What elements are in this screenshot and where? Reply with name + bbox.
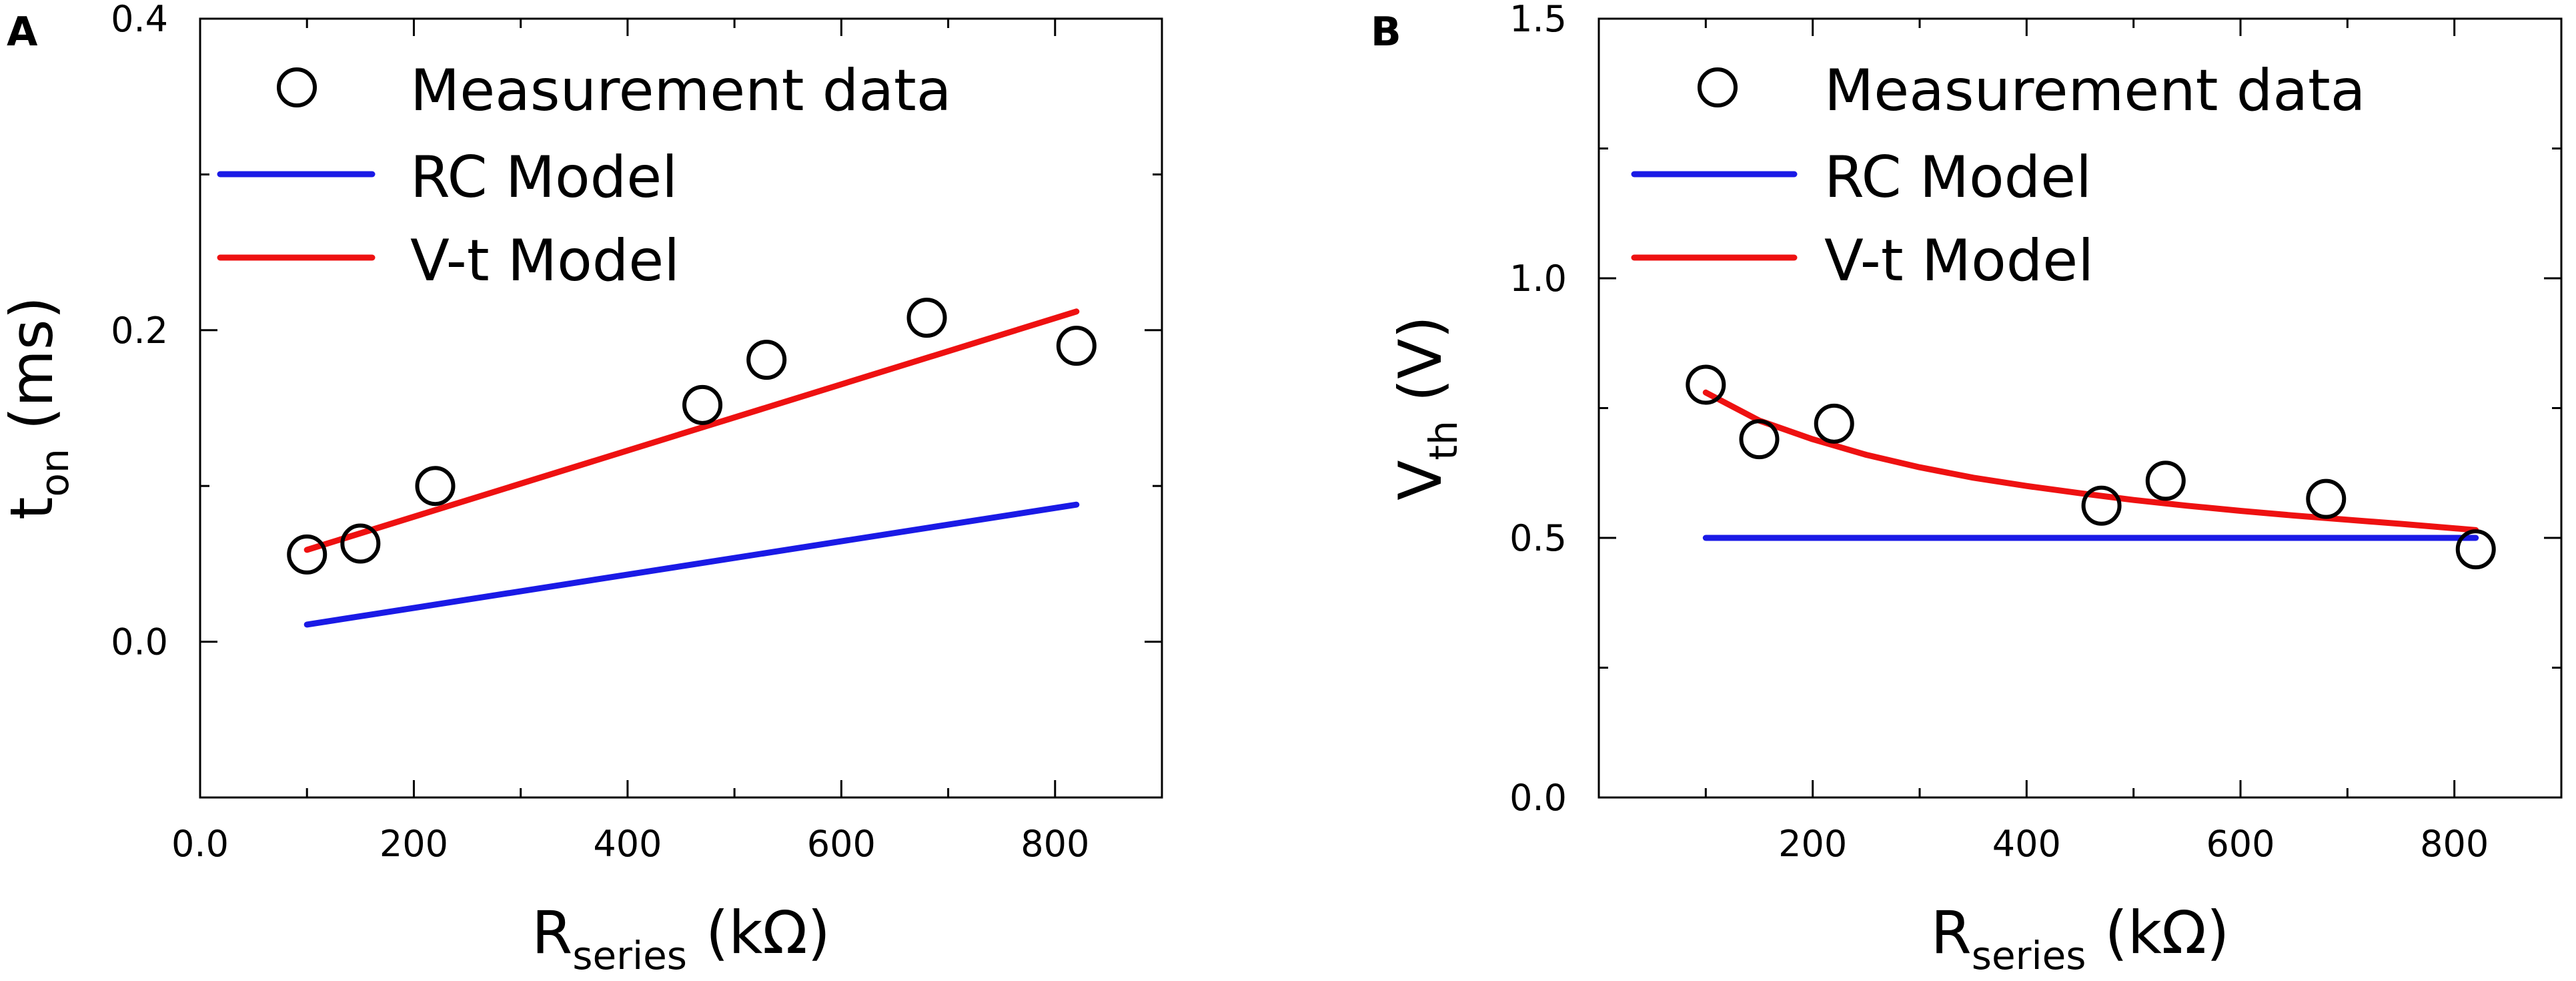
y-tick-label: 0.2 [111, 310, 168, 352]
x-tick-label: 600 [2206, 823, 2275, 865]
data-point [1056, 326, 1097, 366]
legend-label: V-t Model [410, 228, 680, 294]
plot-frame [1597, 17, 2563, 799]
x-tick-label: 200 [1778, 823, 1847, 865]
series-line-v-t-model [303, 308, 1080, 553]
y-tick-label: 1.0 [1509, 258, 1567, 300]
data-point [906, 298, 947, 338]
x-axis-label-main: R [1931, 898, 1972, 967]
y-axis-label-sub: th [1421, 420, 1466, 460]
y-tick-label: 0.0 [1509, 777, 1567, 819]
data-point [2455, 529, 2496, 570]
plot-frame [199, 17, 1163, 799]
legend: Measurement data RC Model V-t Model [1631, 57, 2365, 294]
data-point [287, 534, 328, 575]
legend-marker [1698, 67, 1738, 107]
y-axis-label-main: V [1386, 460, 1455, 501]
y-tick-label: 1.5 [1509, 0, 1567, 40]
x-tick-label: 400 [593, 823, 662, 865]
y-axis-label: ton (ms) [0, 296, 77, 520]
legend-label: RC Model [1824, 144, 2092, 211]
data-point [1686, 364, 1726, 405]
x-tick-label: 800 [2420, 823, 2489, 865]
y-tick-label: 0.0 [111, 621, 168, 663]
panel-label: B [1371, 9, 1401, 55]
y-axis-label-unit: (V) [1386, 316, 1455, 420]
x-axis-label: Rseries (kΩ) [1931, 898, 2230, 978]
data-point [746, 340, 787, 380]
x-axis-label-sub: series [1972, 933, 2086, 978]
y-tick-label: 0.5 [1509, 517, 1567, 559]
data-point [682, 384, 723, 425]
legend-label: Measurement data [1824, 57, 2365, 124]
panel-a: A 0.0 200 400 600 800 0.0 0.2 0.4 Rseries (kΩ) ton… [0, 0, 1163, 978]
x-axis-label-unit: (kΩ) [687, 898, 830, 967]
panel-label: A [7, 9, 38, 55]
y-axis-label: Vth (V) [1386, 316, 1466, 501]
y-axis-label-main: t [0, 497, 66, 520]
x-tick-label: 800 [1021, 823, 1089, 865]
data-point [415, 466, 456, 507]
panel-b: B 200 400 600 800 0.0 0.5 1.0 1.5 Rseries (kΩ) Vth… [1371, 0, 2563, 978]
legend-label: Measurement data [410, 57, 951, 124]
x-axis-label-unit: (kΩ) [2086, 898, 2230, 967]
data-point [2306, 478, 2347, 519]
x-tick-label: 0.0 [171, 823, 229, 865]
series-line-rc-model [303, 501, 1080, 628]
x-tick-label: 600 [807, 823, 876, 865]
y-axis-label-unit: (ms) [0, 296, 66, 448]
legend-label: RC Model [410, 144, 678, 211]
legend: Measurement data RC Model V-t Model [217, 57, 951, 294]
data-point [340, 523, 381, 564]
data-point [2081, 485, 2122, 526]
x-tick-label: 400 [1992, 823, 2061, 865]
legend-label: V-t Model [1824, 228, 2094, 294]
y-tick-label: 0.4 [111, 0, 168, 40]
x-axis-label: Rseries (kΩ) [532, 898, 830, 978]
x-axis-label-sub: series [572, 933, 687, 978]
x-axis-label-main: R [532, 898, 572, 967]
data-point [1814, 403, 1854, 444]
x-tick-label: 200 [380, 823, 448, 865]
data-point [2145, 460, 2186, 501]
legend-marker [277, 67, 317, 107]
y-axis-label-sub: on [32, 448, 77, 497]
data-point [1739, 419, 1780, 460]
